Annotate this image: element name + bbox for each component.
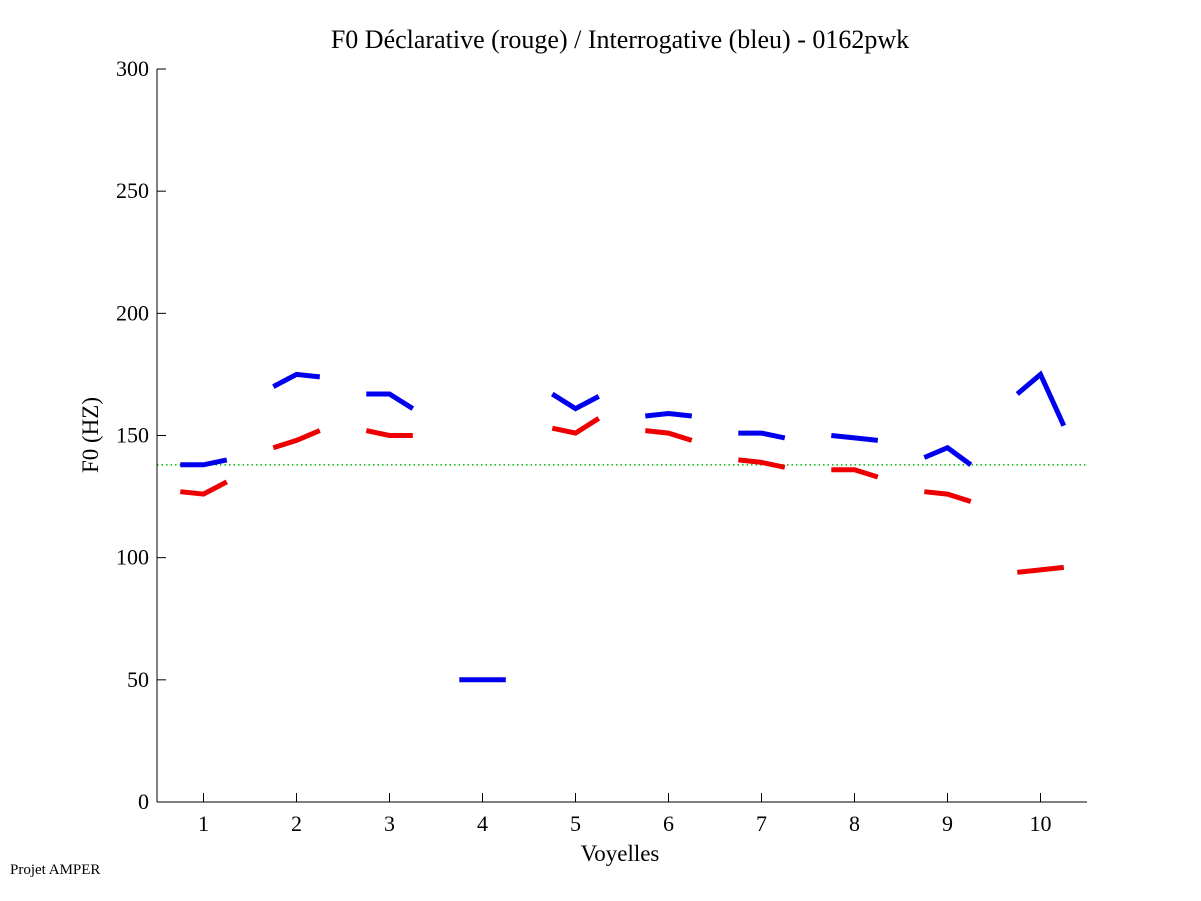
chart-title: F0 Déclarative (rouge) / Interrogative (… — [331, 25, 909, 54]
declarative-segment-5 — [645, 428, 693, 443]
axes-layer: 0 50 100 150 200 250 300 1 2 3 4 5 6 7 8 9 10 — [116, 56, 1087, 836]
y-tick-label: 50 — [127, 667, 149, 692]
interrogative-segment-1 — [180, 457, 228, 468]
declarative-segment-2 — [272, 428, 321, 451]
declarative-segment-1 — [180, 479, 228, 497]
x-tick-label: 4 — [477, 811, 488, 836]
y-tick-label: 0 — [138, 789, 149, 814]
y-tick-label: 100 — [116, 545, 149, 570]
x-tick-label: 1 — [198, 811, 209, 836]
y-tick-label: 300 — [116, 56, 149, 81]
interrogative-segment-8 — [831, 433, 879, 443]
interrogative-segment-9 — [923, 444, 973, 467]
interrogative-segment-10 — [1015, 370, 1067, 427]
x-axis-title: Voyelles — [581, 841, 660, 866]
footer-credit: Projet AMPER — [10, 862, 101, 878]
x-tick-label: 6 — [663, 811, 674, 836]
labels-layer: F0 Déclarative (rouge) / Interrogative (… — [78, 25, 909, 866]
interrogative-segment-7 — [738, 430, 786, 441]
series-declarative — [180, 416, 1065, 575]
series-interrogative — [180, 370, 1067, 683]
declarative-segment-4 — [551, 416, 601, 436]
interrogative-segment-2 — [272, 371, 321, 389]
declarative-segment-8 — [924, 489, 972, 504]
series-layer — [180, 370, 1067, 683]
interrogative-segment-6 — [645, 410, 693, 419]
y-axis-title: F0 (HZ) — [78, 397, 103, 473]
y-tick-label: 150 — [116, 423, 149, 448]
declarative-segment-6 — [738, 457, 786, 470]
declarative-segment-9 — [1017, 564, 1065, 575]
x-tick-label: 8 — [849, 811, 860, 836]
x-tick-label: 7 — [756, 811, 767, 836]
x-tick-label: 10 — [1030, 811, 1052, 836]
interrogative-segment-3 — [366, 391, 415, 411]
x-tick-label: 9 — [942, 811, 953, 836]
x-tick-label: 5 — [570, 811, 581, 836]
y-tick-label: 200 — [116, 300, 149, 325]
interrogative-segment-5 — [550, 391, 600, 412]
x-tick-label: 3 — [384, 811, 395, 836]
y-tick-label: 250 — [116, 178, 149, 203]
declarative-segment-3 — [365, 428, 413, 438]
x-tick-label: 2 — [291, 811, 302, 836]
declarative-segment-7 — [831, 467, 879, 480]
